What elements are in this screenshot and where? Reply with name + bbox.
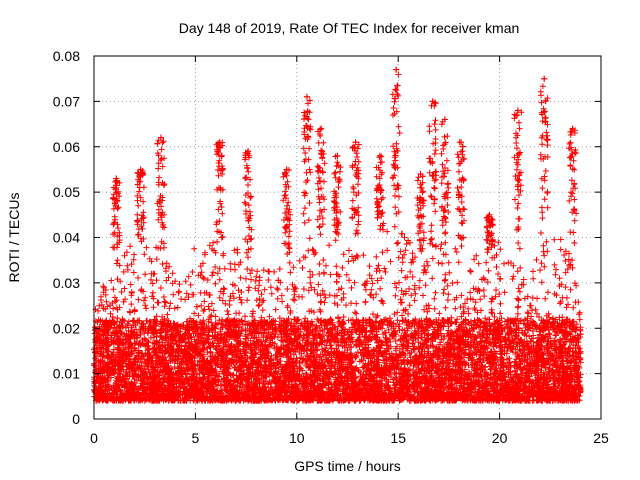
y-tick-label: 0.07 (53, 93, 80, 109)
peak-point (569, 125, 576, 132)
peak-point (376, 152, 383, 159)
peak-point (113, 175, 120, 182)
x-tick-label: 20 (492, 430, 508, 446)
peak-point (245, 148, 252, 155)
x-tick-label: 25 (593, 430, 609, 446)
y-tick-label: 0.08 (53, 48, 80, 64)
y-tick-label: 0.03 (53, 275, 80, 291)
peak-point (352, 139, 359, 146)
axis-tick-labels: 0 5 10 15 20 25 0 0.01 0.02 0.03 0.04 0.05 0.06 0.07 0… (53, 48, 609, 446)
peak-point (486, 211, 493, 218)
x-tick-label: 5 (192, 430, 200, 446)
peak-point (441, 116, 448, 123)
y-tick-label: 0.06 (53, 139, 80, 155)
peak-point (458, 139, 465, 146)
peak-point (334, 152, 341, 159)
peak-point (216, 139, 223, 146)
x-tick-label: 15 (390, 430, 406, 446)
y-axis-label: ROTI / TECUs (6, 193, 22, 283)
chart-title: Day 148 of 2019, Rate Of TEC Index for r… (179, 20, 520, 36)
scatter-points (91, 66, 584, 404)
x-axis-label: GPS time / hours (294, 458, 401, 474)
peak-point (429, 98, 436, 105)
peak-point (137, 166, 144, 173)
peak-point (514, 107, 521, 114)
x-tick-label: 0 (90, 430, 98, 446)
peak-point (417, 170, 424, 177)
peak-point (303, 93, 310, 100)
peak-point (541, 75, 548, 82)
roti-data-points (91, 66, 584, 404)
y-tick-label: 0.02 (53, 320, 80, 336)
peak-point (283, 166, 290, 173)
y-tick-label: 0.01 (53, 366, 80, 382)
y-tick-label: 0.05 (53, 184, 80, 200)
peak-point (318, 125, 325, 132)
y-tick-label: 0 (72, 411, 80, 427)
y-tick-label: 0.04 (53, 230, 80, 246)
axis-ticks (93, 55, 602, 420)
x-tick-label: 10 (289, 430, 305, 446)
peak-point (393, 66, 400, 73)
grid-lines (94, 56, 601, 419)
peak-point (157, 134, 164, 141)
